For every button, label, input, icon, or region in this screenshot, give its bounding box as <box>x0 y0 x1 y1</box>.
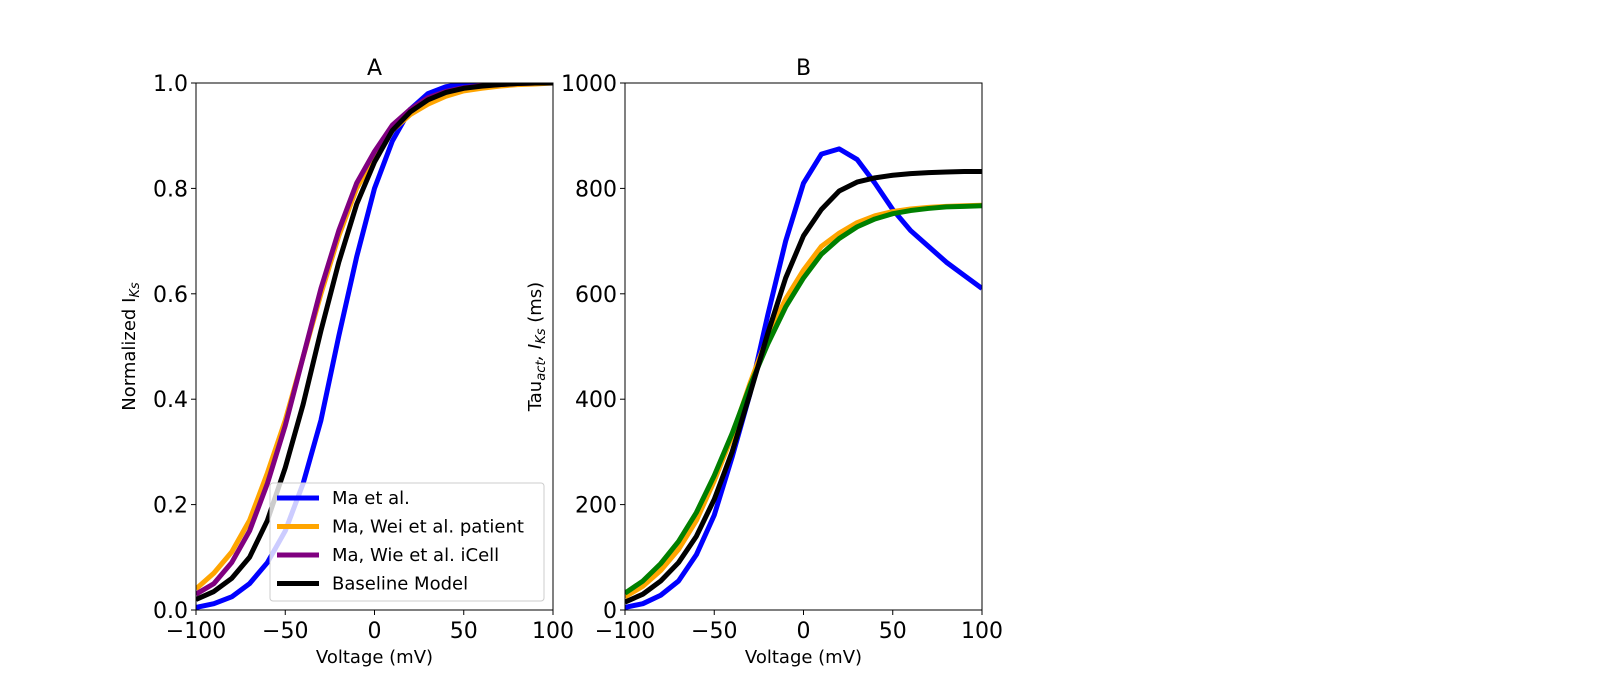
y-axis-label-subscript: Ks <box>128 282 143 298</box>
y-axis-label-mid: , I <box>525 344 546 361</box>
y-tick-label: 0.2 <box>153 494 188 519</box>
y-axis-label-subscript-2: Ks <box>534 328 549 344</box>
legend-box <box>269 482 545 602</box>
y-axis-label-main: Tau <box>525 381 546 412</box>
y-tick-label: 0.0 <box>153 599 188 624</box>
y-axis-label-main: Normalized I <box>119 298 140 411</box>
y-tick-label: 0.8 <box>153 177 188 202</box>
x-tick-label: 50 <box>879 619 907 644</box>
legend: Ma et al. Ma, Wei et al. patient Ma, Wie e… <box>269 482 545 602</box>
x-tick-label: 100 <box>961 619 1003 644</box>
y-tick-label: 600 <box>575 283 617 308</box>
y-axis-label-subscript: act <box>534 360 549 381</box>
legend-label: Baseline Model <box>332 574 468 595</box>
series-group <box>625 146 982 610</box>
series-line-1 <box>625 146 982 610</box>
legend-label: Ma, Wei et al. patient <box>332 517 524 538</box>
x-tick-label: 50 <box>450 619 478 644</box>
legend-label: Ma, Wie et al. iCell <box>332 545 499 566</box>
x-tick-label: 0 <box>797 619 811 644</box>
x-tick-label: −50 <box>691 619 737 644</box>
panel-title: B <box>796 56 811 81</box>
series-line-1 <box>196 83 553 610</box>
y-tick-label: 200 <box>575 494 617 519</box>
panel-title: A <box>367 56 382 81</box>
y-axis-label-unit: (ms) <box>525 282 546 329</box>
y-tick-label: 800 <box>575 177 617 202</box>
y-axis-label: Normalized IKs <box>119 282 143 411</box>
y-tick-label: 0.6 <box>153 283 188 308</box>
series-line-3 <box>625 203 982 596</box>
x-tick-label: −50 <box>262 619 308 644</box>
series-line-4 <box>625 169 982 605</box>
x-tick-label: 0 <box>368 619 382 644</box>
y-tick-label: 1000 <box>561 72 617 97</box>
legend-label: Ma et al. <box>332 488 410 509</box>
x-tick-label: 100 <box>532 619 574 644</box>
y-tick-label: 0.4 <box>153 388 188 413</box>
x-axis-label: Voltage (mV) <box>745 647 862 668</box>
series-group <box>196 83 553 610</box>
y-tick-label: 1.0 <box>153 72 188 97</box>
series-line-4 <box>196 83 553 602</box>
panel-a: −100 −50 0 50 100 0.0 0.2 0.4 0.6 0.8 1.0 A Voltage … <box>119 56 574 668</box>
y-tick-label: 0 <box>603 599 617 624</box>
x-axis-label: Voltage (mV) <box>316 647 433 668</box>
y-tick-label: 400 <box>575 388 617 413</box>
x-tick-label: −100 <box>166 619 226 644</box>
y-axis-label: Tauact, IKs (ms) <box>525 282 549 412</box>
x-tick-label: −100 <box>595 619 655 644</box>
